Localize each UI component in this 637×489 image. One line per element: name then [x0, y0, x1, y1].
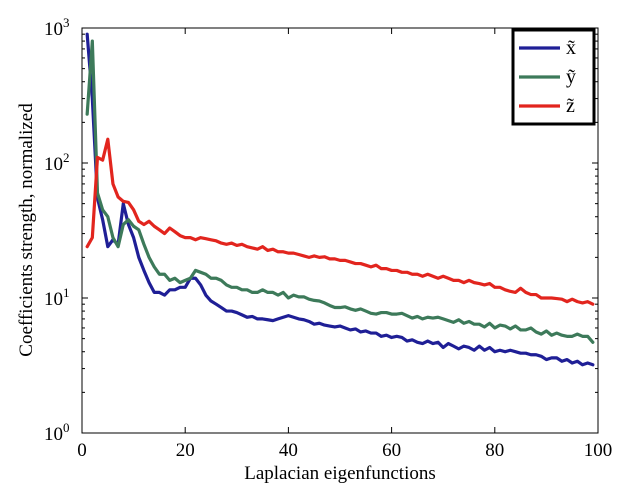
plot-frame: [81, 27, 599, 434]
legend-label-3: z̃: [566, 95, 575, 117]
series-line-3: [85, 137, 595, 306]
series-line-1: [85, 32, 595, 367]
x-tick-label: 40: [279, 440, 298, 461]
y-tick-label: 103: [44, 15, 70, 40]
x-tick-label: 0: [77, 440, 87, 461]
legend-entries: x̃ ỹ z̃: [519, 37, 576, 117]
x-tick-labels: 0 20 40 60 80 100: [77, 440, 612, 461]
legend-label-1: x̃: [566, 37, 576, 59]
x-axis-label: Laplacian eigenfunctions: [244, 463, 436, 484]
legend: x̃ ỹ z̃: [511, 28, 596, 126]
y-tick-label: 101: [44, 285, 70, 310]
x-tick-label: 80: [485, 440, 504, 461]
x-tick-label: 20: [176, 440, 195, 461]
y-tick-label: 100: [44, 420, 70, 445]
legend-label-2: ỹ: [566, 66, 576, 88]
x-tick-label: 100: [584, 440, 613, 461]
x-tick-label: 60: [382, 440, 401, 461]
y-tick-label: 102: [44, 150, 70, 175]
plot-lines: [85, 32, 595, 367]
y-tick-labels: 100 101 102 103: [44, 15, 70, 445]
series-line-2: [85, 39, 595, 344]
y-axis-label: Coefficients strength, normalized: [16, 103, 37, 357]
